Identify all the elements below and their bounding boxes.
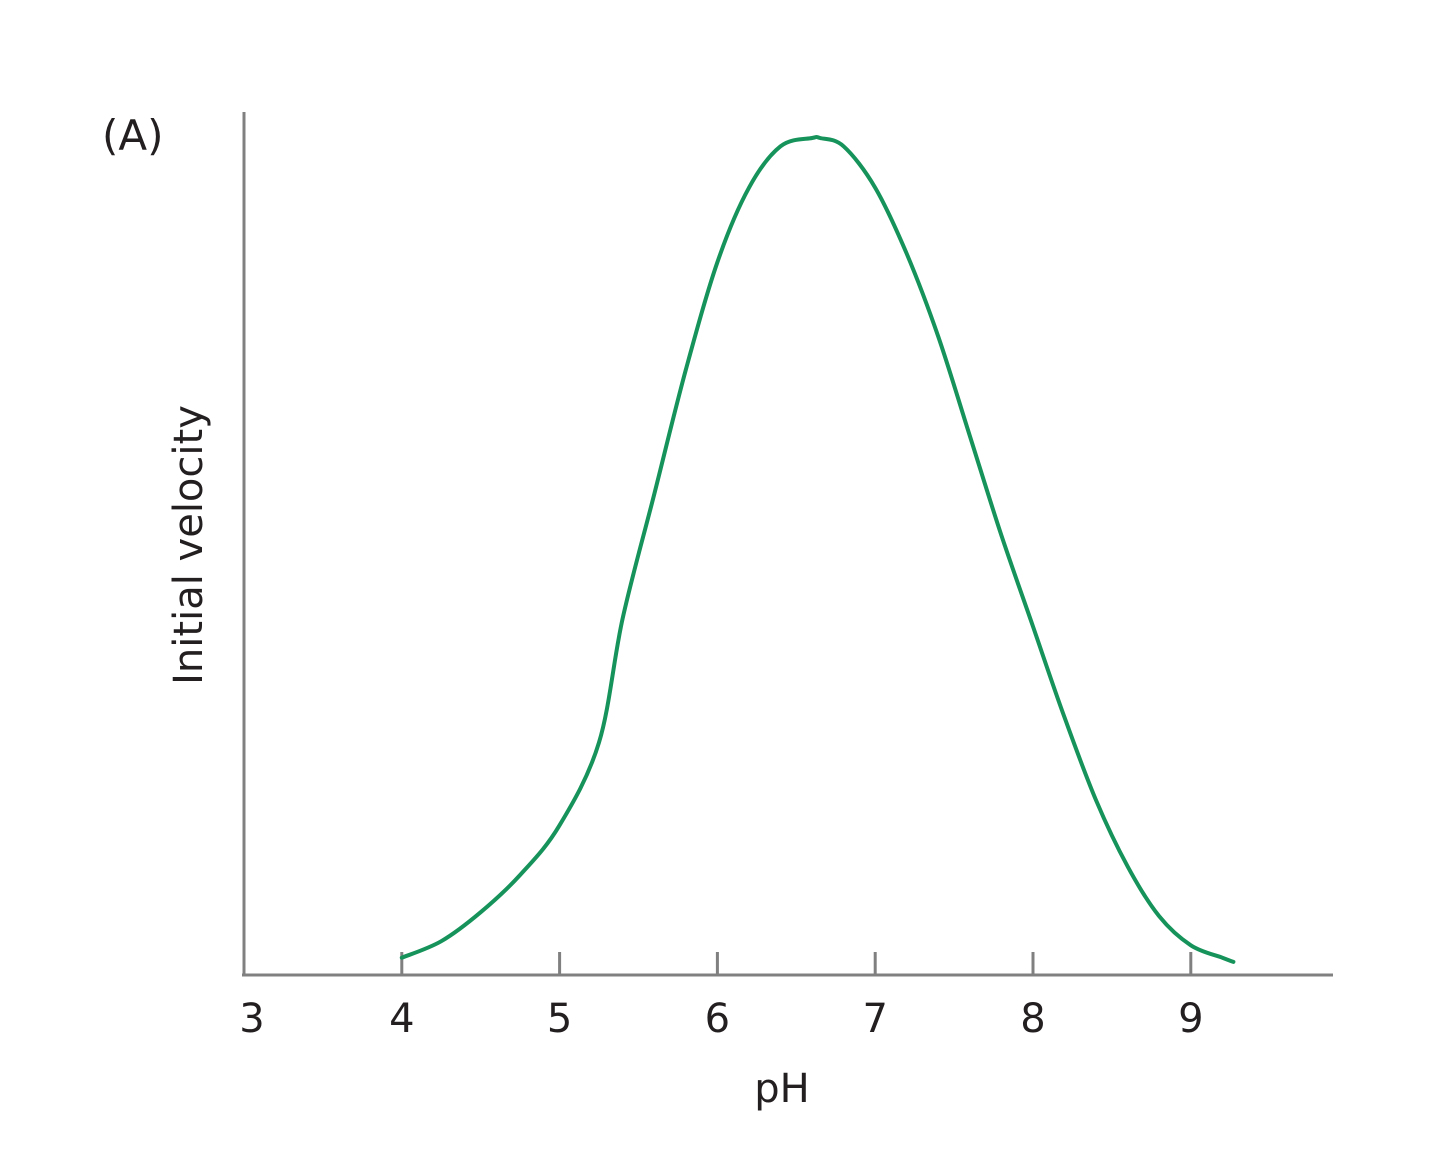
x-tick-label: 9 [1178, 996, 1203, 1042]
y-axis-title: Initial velocity [166, 405, 212, 685]
x-axis-title: pH [754, 1066, 809, 1112]
x-tick-label: 6 [705, 996, 730, 1042]
x-tick-label: 8 [1020, 996, 1045, 1042]
velocity-curve [399, 134, 1236, 964]
x-tick-label: 3 [239, 996, 264, 1042]
x-ticks [400, 952, 1193, 975]
x-tick-labels: 3 4 5 6 7 8 9 [239, 996, 1203, 1042]
x-tick-label: 7 [862, 996, 887, 1042]
x-tick-label: 5 [547, 996, 572, 1042]
panel-label: (A) [102, 111, 164, 160]
x-tick-label: 4 [389, 996, 414, 1042]
